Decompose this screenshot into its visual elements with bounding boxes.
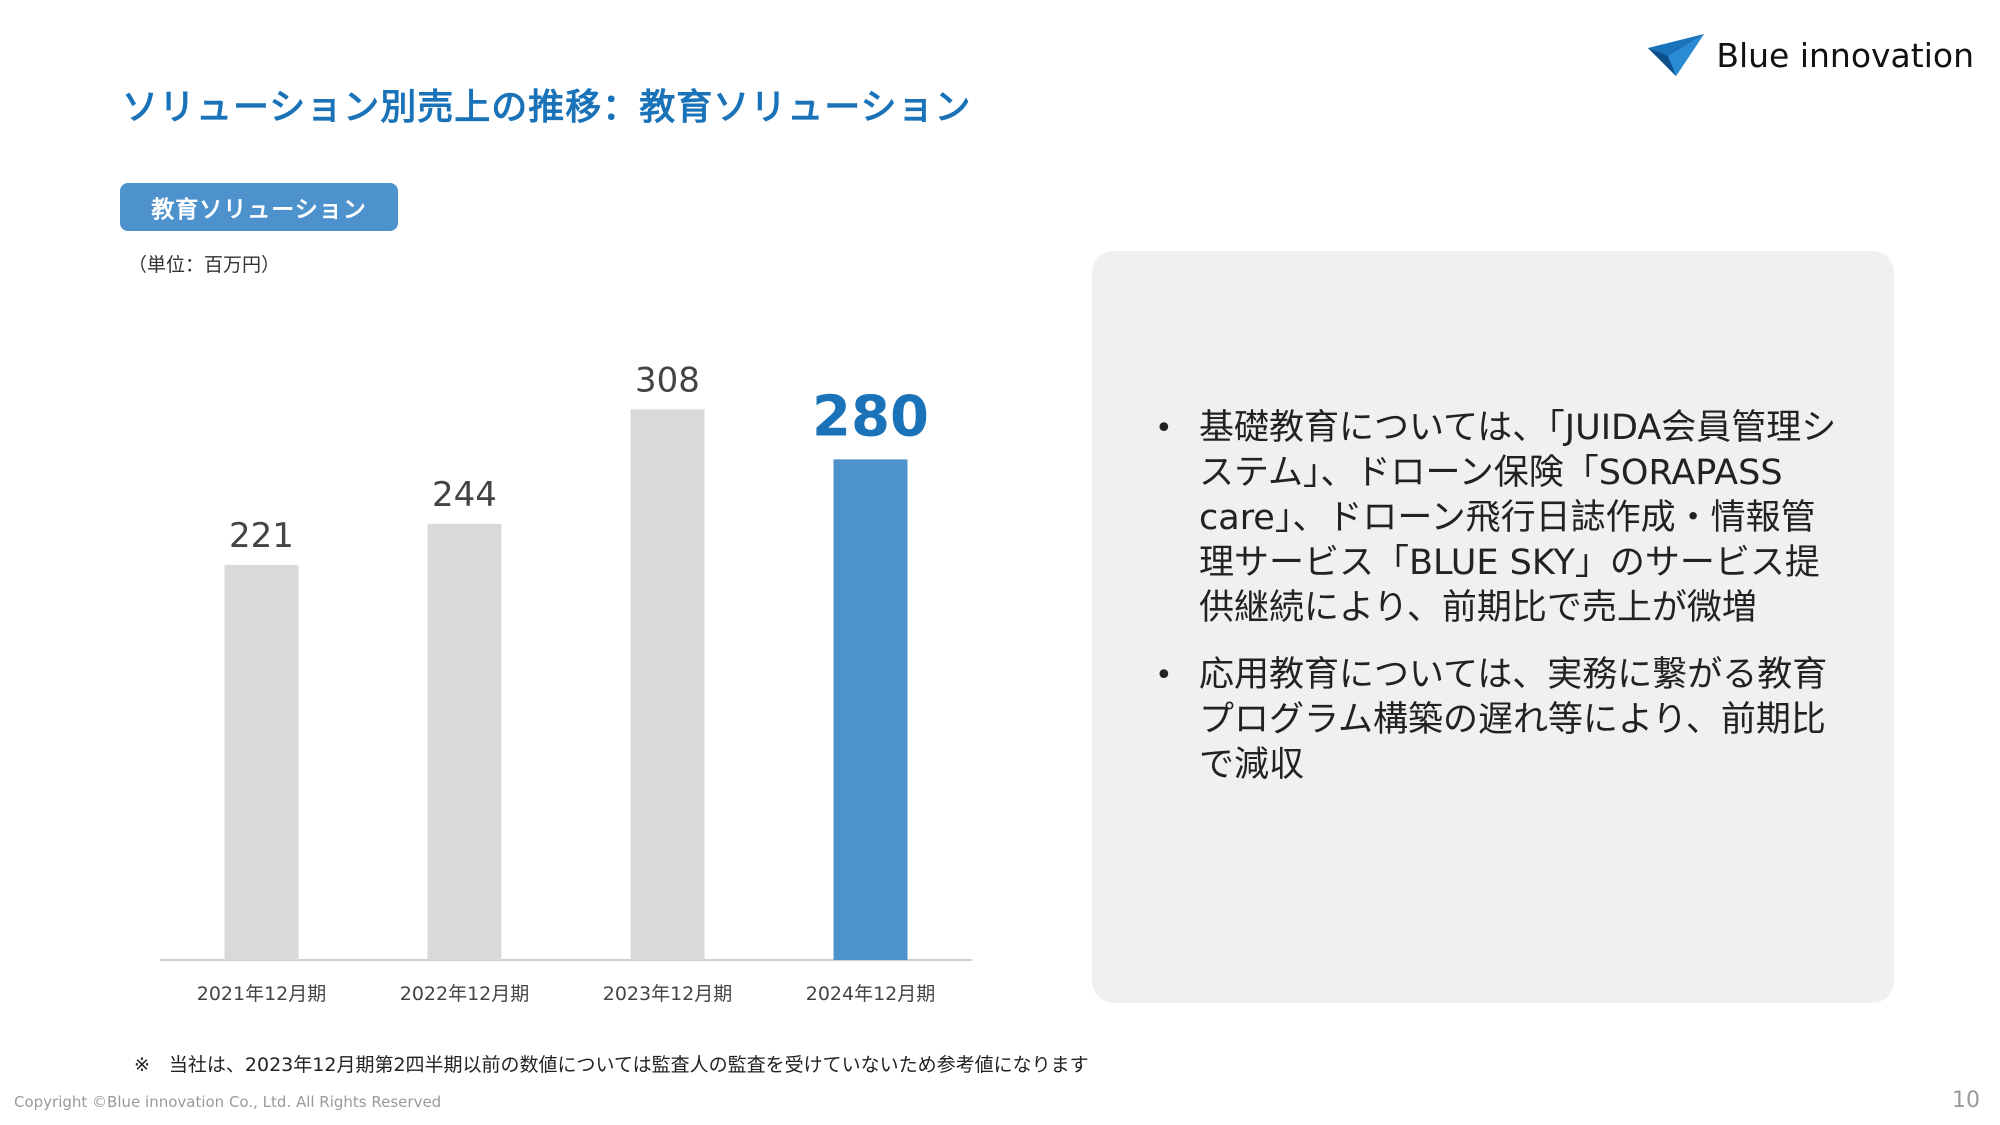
paper-plane-logo-icon (1648, 34, 1705, 76)
bar-value-label: 308 (635, 360, 700, 400)
commentary-panel: • 基礎教育については、「JUIDA会員管理システム」、ドローン保険「SORAP… (1092, 251, 1894, 1003)
unit-label: （単位：百万円） (128, 254, 281, 276)
bullet-dot: • (1155, 658, 1173, 693)
bar-value-label: 221 (229, 516, 294, 556)
revenue-bar-chart: 221 2021年12月期 244 2022年12月期 308 2023年12月期 280 2… (150, 330, 990, 1020)
footnote: ※ 当社は、2023年12月期第2四半期以前の数値については監査人の監査を受けて… (134, 1054, 1089, 1076)
x-tick-label: 2021年12月期 (197, 983, 327, 1005)
copyright: Copyright ©Blue innovation Co., Ltd. All… (14, 1093, 442, 1111)
bar-2021年12月期 (224, 564, 299, 960)
bar-2022年12月期 (427, 523, 502, 960)
x-tick-label: 2024年12月期 (806, 983, 936, 1005)
section-badge: 教育ソリューション (120, 183, 398, 231)
bullet-list: • 基礎教育については、「JUIDA会員管理システム」、ドローン保険「SORAP… (1149, 406, 1849, 810)
bar-2024年12月期 (833, 459, 908, 960)
bar-value-label: 244 (432, 475, 497, 515)
page-number: 10 (1952, 1088, 1980, 1113)
brand-logo-text: Blue innovation (1716, 35, 1974, 75)
bar-value-label: 280 (812, 384, 929, 449)
bullet-text: 基礎教育については、「JUIDA会員管理システム」、ドローン保険「SORAPAS… (1199, 408, 1837, 628)
bullet-item: • 基礎教育については、「JUIDA会員管理システム」、ドローン保険「SORAP… (1149, 406, 1849, 631)
bullet-item: • 応用教育については、実務に繋がる教育プログラム構築の遅れ等により、前期比で減… (1149, 653, 1849, 788)
x-tick-label: 2023年12月期 (603, 983, 733, 1005)
bullet-text: 応用教育については、実務に繋がる教育プログラム構築の遅れ等により、前期比で減収 (1199, 655, 1828, 785)
x-tick-label: 2022年12月期 (400, 983, 530, 1005)
bar-2023年12月期 (630, 409, 705, 960)
bullet-dot: • (1155, 411, 1173, 446)
chart-svg: 221 2021年12月期 244 2022年12月期 308 2023年12月期 280 2… (160, 360, 972, 1005)
brand-logo: Blue innovation (1648, 32, 1974, 78)
page-title: ソリューション別売上の推移：教育ソリューション (122, 87, 972, 128)
